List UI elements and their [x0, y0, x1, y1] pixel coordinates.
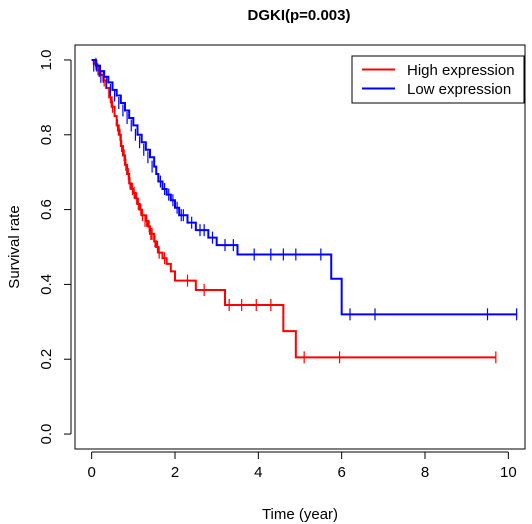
x-tick-label: 2 [171, 464, 179, 481]
x-tick-label: 0 [87, 464, 95, 481]
y-tick-label: 0.8 [38, 124, 55, 145]
legend-label-low: Low expression [407, 81, 511, 98]
legend: High expression Low expression [351, 55, 525, 104]
x-tick-label: 6 [337, 464, 345, 481]
x-tick-label: 8 [421, 464, 429, 481]
x-tick-label: 10 [500, 464, 517, 481]
y-tick-label: 0.4 [38, 274, 55, 295]
y-tick-label: 0.2 [38, 349, 55, 370]
x-axis: 0 2 4 6 8 10 [87, 451, 517, 481]
survival-curve-high [91, 58, 496, 359]
survival-curve-low [91, 58, 517, 316]
y-axis-label: Survival rate [6, 205, 23, 288]
series-layer [91, 57, 518, 364]
chart-title: DGKI(p=0.003) [248, 7, 351, 24]
x-axis-label: Time (year) [262, 506, 338, 523]
y-tick-label: 0.6 [38, 199, 55, 220]
y-tick-label: 0.0 [38, 424, 55, 445]
plot-frame [74, 44, 526, 450]
x-tick-label: 4 [254, 464, 262, 481]
y-axis: 0.0 0.2 0.4 0.6 0.8 1.0 [38, 50, 72, 445]
legend-box [351, 55, 525, 104]
legend-label-high: High expression [407, 62, 515, 79]
y-tick-label: 1.0 [38, 50, 55, 71]
